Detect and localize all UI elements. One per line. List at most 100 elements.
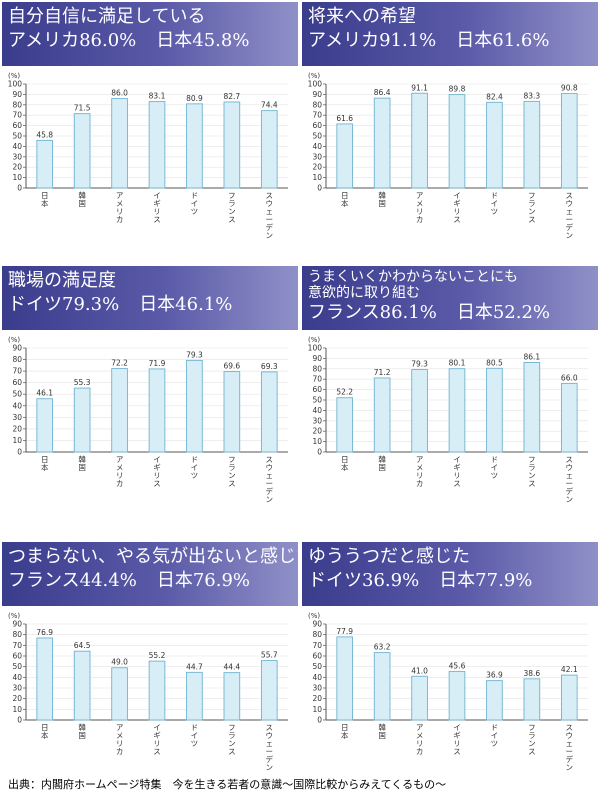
x-tick-label: 韓国 <box>78 722 86 740</box>
x-tick-label: スウェーデン <box>566 723 574 772</box>
subtitle-japan: 日本52.2% <box>456 302 551 323</box>
data-label: 45.8 <box>36 130 53 139</box>
chart-panel-job-satisfaction: 職場の満足度 ドイツ79.3% 日本46.1% (%) 0 10 20 30 40 50 60 7… <box>2 266 298 522</box>
x-tick-label: イギリス <box>453 191 461 224</box>
data-label: 42.1 <box>561 665 578 674</box>
bar <box>111 98 128 189</box>
bar <box>148 660 166 721</box>
x-tick-label: 韓国 <box>78 454 86 472</box>
y-tick-label: 0 <box>17 184 22 193</box>
x-tick-label: アメリカ <box>416 455 424 488</box>
y-tick-label: 40 <box>12 142 22 151</box>
panel-subtitle: ドイツ79.3% 日本46.1% <box>8 293 292 317</box>
data-label: 66.0 <box>561 373 578 382</box>
x-tick-label: 日本 <box>41 455 49 472</box>
y-tick-label: 90 <box>312 620 322 629</box>
bar <box>448 94 466 189</box>
bar <box>336 636 354 721</box>
y-tick-label: 50 <box>312 396 322 405</box>
data-label: 49.0 <box>111 658 128 667</box>
y-tick-label: 50 <box>312 662 322 671</box>
x-tick-label: スウェーデン <box>566 455 574 504</box>
data-label: 71.9 <box>149 359 166 368</box>
y-tick-label: 40 <box>12 401 22 410</box>
y-tick-label: 50 <box>312 132 322 141</box>
panel-header: つまらない、やる気が出ないと感じた フランス44.4% 日本76.9% <box>2 542 314 606</box>
y-tick-label: 70 <box>312 375 322 384</box>
x-tick-label: スウェーデン <box>266 723 274 772</box>
bar <box>411 369 428 453</box>
bar <box>73 387 91 453</box>
y-tick-label: 20 <box>312 694 322 703</box>
subtitle-lead: フランス86.1% <box>308 302 437 323</box>
x-tick-label: ドイツ <box>191 455 199 480</box>
y-tick-label: 30 <box>312 684 322 693</box>
panel-header: 自分自信に満足している アメリカ86.0% 日本45.8% <box>2 2 298 66</box>
x-tick-label: 日本 <box>341 191 349 208</box>
y-tick-label: 50 <box>12 662 22 671</box>
bar <box>486 680 503 721</box>
bar <box>523 362 541 453</box>
data-label: 41.0 <box>411 666 428 675</box>
panel-subtitle: アメリカ91.1% 日本61.6% <box>308 29 592 53</box>
data-label: 80.9 <box>186 94 203 103</box>
data-label: 44.4 <box>224 663 241 672</box>
x-tick-label: フランス <box>528 191 536 224</box>
y-tick-label: 100 <box>8 80 23 89</box>
bar <box>373 377 391 453</box>
y-tick-label: 0 <box>317 184 322 193</box>
y-tick-label: 80 <box>12 100 22 109</box>
bar <box>486 101 503 189</box>
data-label: 83.1 <box>149 92 166 101</box>
y-tick-label: 60 <box>12 652 22 661</box>
data-label: 74.4 <box>261 101 278 110</box>
data-label: 44.7 <box>186 662 203 671</box>
chart-panel-boredom: つまらない、やる気が出ないと感じた フランス44.4% 日本76.9% (%) 0 1… <box>2 542 314 774</box>
y-tick-label: 40 <box>312 406 322 415</box>
x-tick-label: 日本 <box>341 455 349 472</box>
bar <box>111 368 128 453</box>
unit-label: (%) <box>8 612 20 620</box>
x-tick-label: アメリカ <box>116 723 124 756</box>
y-tick-label: 60 <box>12 121 22 130</box>
x-tick-label: スウェーデン <box>266 455 274 504</box>
x-tick-label: フランス <box>228 191 236 224</box>
x-tick-label: フランス <box>228 455 236 488</box>
bar <box>560 382 578 453</box>
subtitle-lead: フランス44.4% <box>8 570 137 591</box>
x-tick-label: 日本 <box>41 723 49 740</box>
bar <box>223 672 241 721</box>
subtitle-japan: 日本76.9% <box>156 570 251 591</box>
chart-panel-self-satisfaction: 自分自信に満足している アメリカ86.0% 日本45.8% (%) 0 10 20 30 4… <box>2 2 298 258</box>
y-tick-label: 40 <box>312 142 322 151</box>
bar <box>336 123 354 189</box>
data-label: 86.0 <box>111 89 128 98</box>
x-tick-label: フランス <box>528 455 536 488</box>
data-label: 77.9 <box>336 627 353 636</box>
y-tick-label: 10 <box>312 705 322 714</box>
panel-title: 自分自信に満足している <box>8 6 206 27</box>
chart-panel-future-hope: 将来への希望 アメリカ91.1% 日本61.6% (%) 0 10 20 30 40 50 60… <box>302 2 598 258</box>
panel-header: 将来への希望 アメリカ91.1% 日本61.6% <box>302 2 598 66</box>
data-label: 72.2 <box>111 359 128 368</box>
chart-panel-motivation: うまくいくかわからないことにも 意欲的に取り組む フランス86.1% 日本52.2… <box>302 266 598 522</box>
data-label: 82.7 <box>224 92 241 101</box>
data-label: 55.3 <box>74 378 91 387</box>
bar <box>411 675 428 721</box>
data-label: 36.9 <box>486 671 503 680</box>
data-label: 86.1 <box>524 352 541 361</box>
data-label: 80.5 <box>486 358 503 367</box>
unit-label: (%) <box>8 72 20 80</box>
y-tick-label: 50 <box>12 390 22 399</box>
panel-header: ゆううつだと感じた ドイツ36.9% 日本77.9% <box>302 542 598 606</box>
data-label: 38.6 <box>524 669 541 678</box>
bar <box>111 667 128 721</box>
bar <box>260 110 278 189</box>
x-tick-label: フランス <box>528 723 536 756</box>
bar <box>148 101 166 189</box>
y-tick-label: 80 <box>312 630 322 639</box>
y-tick-label: 100 <box>308 344 323 353</box>
